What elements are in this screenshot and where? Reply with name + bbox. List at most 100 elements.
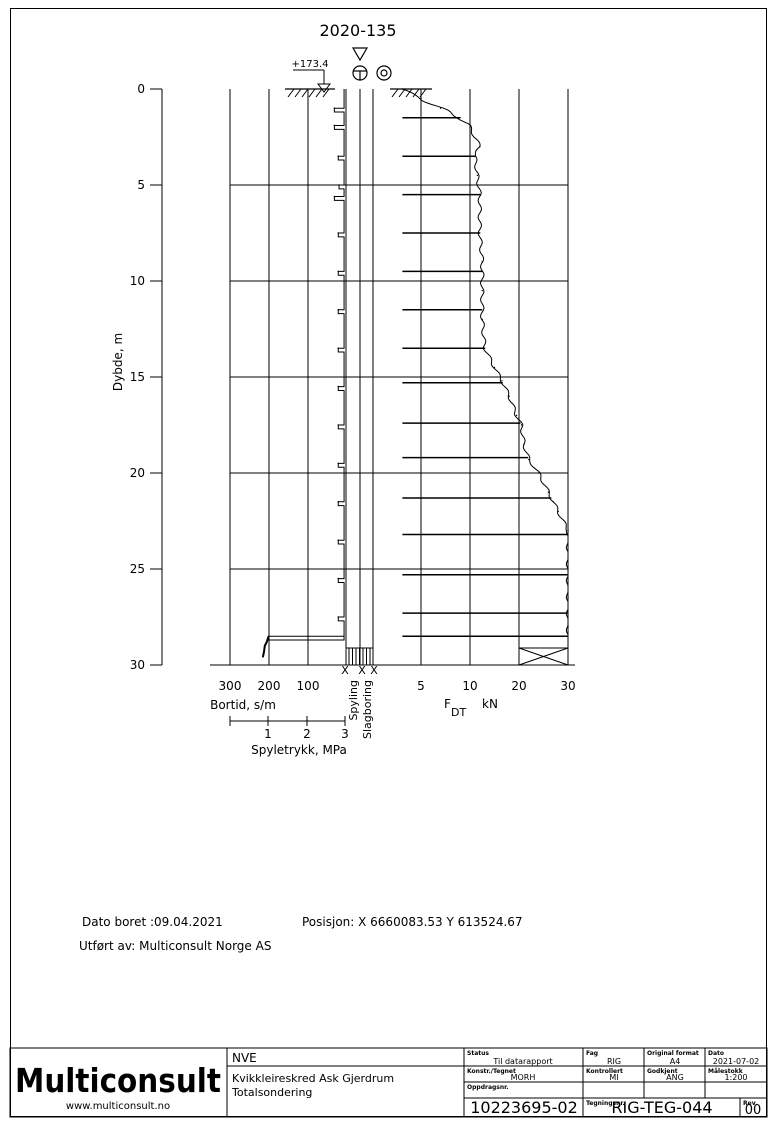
force-point-15 [501, 380, 503, 382]
date-value: 2021-07-02 [713, 1057, 760, 1066]
slagboring-x-mark: X [358, 664, 366, 677]
force-point-26 [567, 568, 569, 570]
slagboring-x-mark-2: X [370, 664, 378, 677]
ground-hatch-left-5 [322, 88, 330, 98]
force-tick-30: 30 [560, 679, 575, 693]
bortid-line [268, 89, 345, 641]
depth-tick-label-30: 30 [130, 658, 145, 672]
force-point-7 [476, 174, 479, 177]
force-axis-label-main: F [444, 697, 451, 711]
bortid-point-14 [337, 577, 340, 580]
bortid-tick-200: 200 [258, 679, 281, 693]
force-point-3 [459, 117, 461, 119]
company-logo: Multiconsult [15, 1061, 221, 1100]
force-point-22 [547, 491, 550, 493]
force-point-11 [481, 289, 483, 292]
force-axis-label: F DT kN [444, 697, 498, 719]
force-point-2 [439, 107, 442, 109]
spyletrykk-tick-1: 1 [264, 727, 272, 741]
ground-hatch-left-3 [308, 88, 316, 98]
depth-tick-label-5: 5 [137, 178, 145, 192]
force-point-13 [484, 347, 486, 349]
force-end-marker [518, 647, 569, 666]
force-point-27 [567, 597, 569, 599]
title-block: Multiconsult www.multiconsult.no NVE Kvi… [9, 1047, 768, 1118]
bortid-point-3 [338, 184, 340, 186]
depth-tick-label-20: 20 [130, 466, 145, 480]
discipline-value: RIG [607, 1057, 621, 1066]
force-point-4 [469, 126, 471, 129]
force-point-9 [479, 232, 481, 234]
force-point-1 [420, 97, 422, 100]
bortid-point-4 [333, 195, 336, 198]
approved-value: ANG [666, 1073, 684, 1082]
spyling-label: Spyling [347, 680, 360, 721]
bortid-point-5 [337, 232, 340, 234]
discipline-label: Fag [586, 1050, 598, 1057]
bortid-point-1 [333, 124, 336, 127]
force-point-20 [528, 458, 530, 461]
depth-tick-label-15: 15 [130, 370, 145, 384]
bortid-point-7 [337, 309, 340, 311]
water-level-icon [351, 47, 369, 62]
drawing-no-label: Tegningsnr. [586, 1100, 625, 1107]
spyling-x-mark: X [341, 664, 349, 677]
ground-hatch-right-3 [412, 88, 420, 98]
force-tick-20: 20 [511, 679, 526, 693]
depth-axis-label: Dybde, m [111, 333, 125, 391]
date-label: Dato [708, 1050, 724, 1057]
force-point-23 [552, 501, 554, 503]
rev-value: 00 [745, 1103, 762, 1118]
force-point-21 [537, 472, 540, 474]
ground-hatch-right-0 [391, 88, 399, 98]
status-label: Status [467, 1050, 489, 1057]
force-point-16 [508, 395, 510, 397]
rotation-symbol-icon [376, 65, 392, 81]
column-hatch [348, 648, 371, 665]
depth-tick-label-0: 0 [137, 82, 145, 96]
bortid-point-11 [337, 462, 340, 465]
ground-hatch-left-0 [287, 88, 295, 98]
rev-label: Rev. [743, 1100, 757, 1107]
company-website: www.multiconsult.no [66, 1101, 170, 1112]
spyletrykk-tick-3: 3 [341, 727, 349, 741]
position: Posisjon: X 6660083.53 Y 613524.67 [302, 915, 523, 929]
force-point-24 [557, 510, 559, 513]
checked-label: Kontrollert [586, 1068, 623, 1075]
force-axis-label-unit: kN [482, 697, 498, 711]
force-point-10 [481, 261, 483, 263]
depth-tick-label-10: 10 [130, 274, 145, 288]
order-label: Oppdragsnr. [467, 1084, 509, 1091]
chart-title: 2020-135 [319, 21, 396, 40]
spyletrykk-tick-2: 2 [303, 727, 311, 741]
force-point-17 [515, 414, 518, 417]
spyletrykk-axis-label: Spyletrykk, MPa [251, 743, 347, 757]
checked-value: MI [609, 1073, 618, 1082]
bortid-tick-100: 100 [297, 679, 320, 693]
ground-hatch-right-1 [398, 88, 406, 98]
drawn-label: Konstr./Tegnet [467, 1068, 516, 1075]
spyletrykk-axis: 1 2 3 [229, 716, 349, 741]
force-tick-10: 10 [462, 679, 477, 693]
bortid-point-0 [333, 107, 336, 109]
force-point-8 [479, 193, 481, 196]
force-point-19 [523, 443, 525, 445]
force-point-6 [474, 155, 476, 157]
force-point-18 [520, 424, 523, 426]
drawing-no-value: RIG-TEG-044 [611, 1098, 712, 1117]
ground-hatch-right-2 [405, 88, 413, 98]
format-label: Original format [647, 1050, 699, 1057]
approved-label: Godkjent [647, 1068, 678, 1075]
drawn-value: MORH [511, 1073, 536, 1082]
bortid-point-13 [337, 539, 340, 541]
bortid-point-6 [337, 270, 340, 273]
bortid-point-10 [337, 424, 340, 426]
force-point-0 [401, 88, 404, 90]
force-point-14 [493, 366, 496, 369]
status-value: Til datarapport [492, 1057, 552, 1066]
force-point-28 [567, 625, 569, 628]
bortid-point-8 [337, 347, 340, 350]
ground-hatch-left-4 [315, 88, 323, 98]
force-point-5 [479, 145, 481, 148]
